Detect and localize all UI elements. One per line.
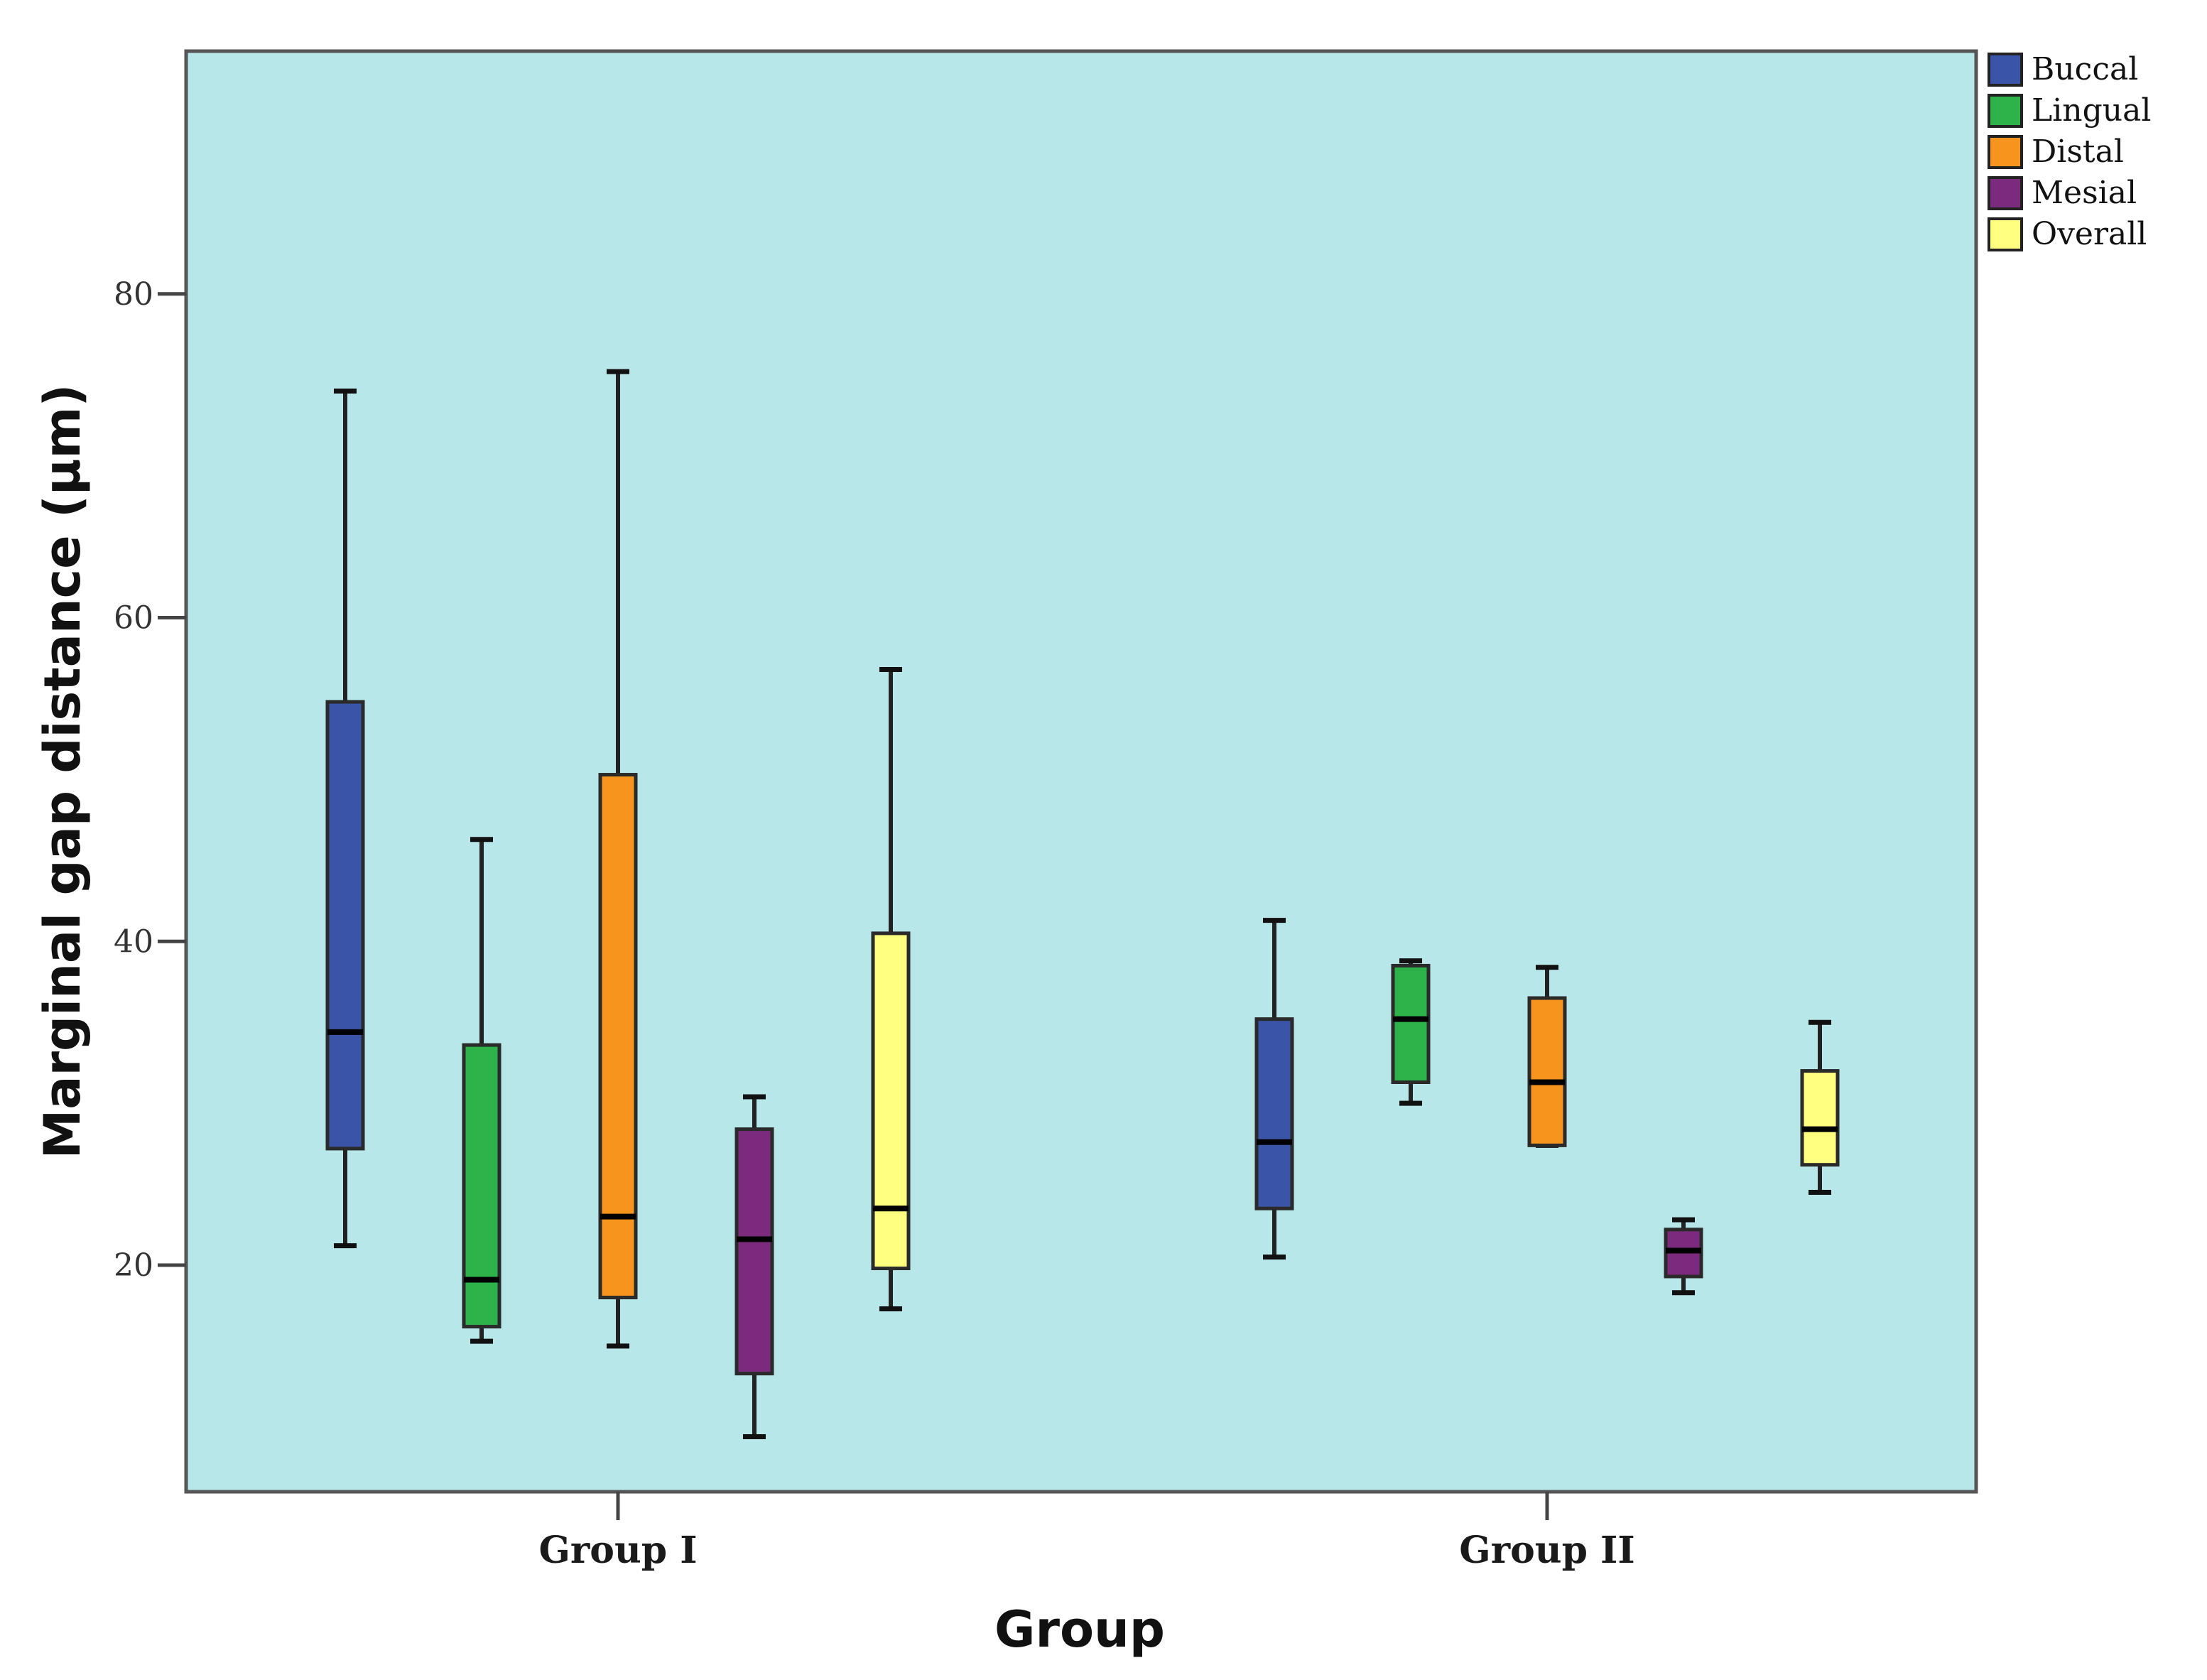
box-mesial-group-ii	[1664, 1217, 1703, 1296]
x-axis-title: Group	[994, 1600, 1165, 1659]
x-category-label: Group I	[538, 1529, 697, 1572]
y-tick-label: 40	[114, 923, 153, 960]
y-tick-label: 20	[114, 1247, 153, 1284]
y-axis-title: Marginal gap distance (µm)	[33, 384, 92, 1159]
legend-label-mesial: Mesial	[2032, 175, 2137, 211]
axes-layer: Marginal gap distance (µm) Group 20 40 60 8…	[33, 276, 1635, 1659]
legend: Buccal Lingual Distal Mesial Overall	[1988, 51, 2151, 252]
y-tick-label: 60	[114, 600, 153, 636]
iqr-box	[462, 1043, 501, 1329]
box-overall-group-i	[871, 666, 911, 1312]
boxes-layer	[325, 369, 1840, 1440]
legend-swatch-overall	[1988, 217, 2023, 251]
box-mesial-group-i	[734, 1094, 774, 1440]
legend-swatch-buccal	[1988, 53, 2023, 87]
y-tick-label: 80	[114, 276, 153, 313]
box-overall-group-ii	[1800, 1019, 1840, 1195]
iqr-box	[871, 931, 911, 1271]
legend-label-buccal: Buccal	[2032, 51, 2138, 87]
box-distal-group-i	[598, 369, 638, 1349]
legend-label-distal: Distal	[2032, 134, 2124, 170]
iqr-box	[1254, 1017, 1294, 1210]
x-category-label: Group II	[1459, 1529, 1634, 1572]
box-lingual-group-i	[462, 837, 501, 1344]
box-distal-group-ii	[1527, 965, 1567, 1148]
box-buccal-group-i	[325, 389, 365, 1249]
legend-label-overall: Overall	[2032, 216, 2147, 252]
iqr-box	[734, 1127, 774, 1376]
box-lingual-group-ii	[1391, 958, 1431, 1106]
iqr-box	[1527, 996, 1567, 1147]
legend-label-lingual: Lingual	[2032, 92, 2151, 129]
iqr-box	[598, 773, 638, 1300]
legend-swatch-mesial	[1988, 176, 2023, 210]
iqr-box	[325, 700, 365, 1151]
iqr-box	[1800, 1069, 1840, 1167]
plot-background	[184, 49, 1978, 1494]
iqr-box	[1391, 963, 1431, 1085]
legend-swatch-distal	[1988, 135, 2023, 169]
box-buccal-group-ii	[1254, 918, 1294, 1260]
legend-swatch-lingual	[1988, 94, 2023, 128]
